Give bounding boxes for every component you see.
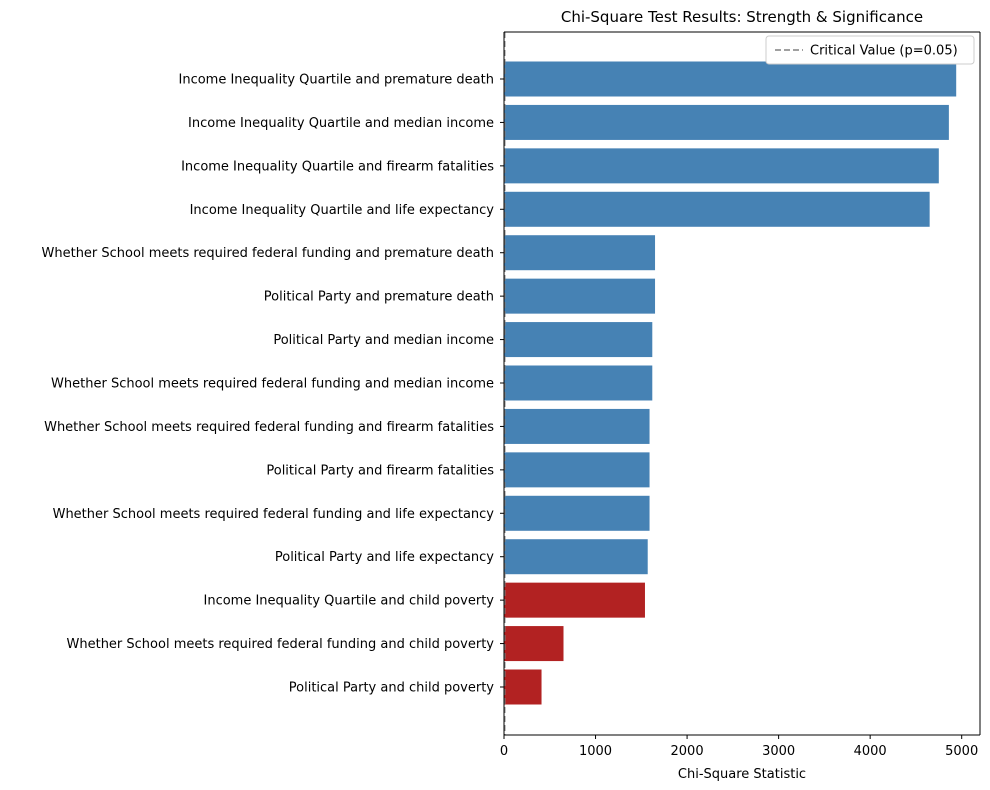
y-tick-label: Whether School meets required federal fu… bbox=[51, 377, 494, 392]
chart-title: Chi-Square Test Results: Strength & Sign… bbox=[561, 8, 923, 26]
bar bbox=[504, 495, 650, 531]
bar bbox=[504, 408, 650, 444]
y-tick-label: Income Inequality Quartile and median in… bbox=[188, 116, 494, 131]
x-tick-label: 1000 bbox=[579, 744, 612, 759]
axes-group bbox=[503, 31, 981, 736]
y-tick-label: Political Party and firearm fatalities bbox=[266, 463, 494, 478]
bar bbox=[504, 452, 650, 488]
legend-label-critical-value: Critical Value (p=0.05) bbox=[810, 44, 958, 59]
bar bbox=[504, 278, 656, 314]
bars-group bbox=[504, 61, 957, 705]
y-tick-label: Income Inequality Quartile and premature… bbox=[179, 73, 495, 88]
bar bbox=[504, 322, 653, 358]
y-tick-label: Political Party and child poverty bbox=[289, 681, 495, 696]
bar bbox=[504, 365, 653, 401]
x-axis-label: Chi-Square Statistic bbox=[678, 767, 806, 782]
bar bbox=[504, 626, 564, 662]
x-tick-label: 0 bbox=[500, 744, 508, 759]
y-tick-label: Political Party and median income bbox=[273, 333, 494, 348]
bar bbox=[504, 148, 939, 184]
x-ticks-group: 0 1000 2000 3000 4000 5000 bbox=[500, 735, 978, 759]
category-labels-group: Income Inequality Quartile and premature… bbox=[42, 73, 504, 696]
y-tick-label: Whether School meets required federal fu… bbox=[67, 637, 495, 652]
legend: Critical Value (p=0.05) bbox=[765, 35, 975, 65]
x-tick-label: 5000 bbox=[945, 744, 978, 759]
bar bbox=[504, 235, 656, 271]
y-tick-label: Whether School meets required federal fu… bbox=[53, 507, 495, 522]
bar bbox=[504, 191, 930, 227]
y-tick-label: Political Party and life expectancy bbox=[275, 550, 494, 565]
x-tick-label: 4000 bbox=[854, 744, 887, 759]
y-tick-label: Income Inequality Quartile and firearm f… bbox=[181, 159, 494, 174]
bar bbox=[504, 104, 949, 140]
x-tick-label: 2000 bbox=[671, 744, 704, 759]
y-tick-label: Income Inequality Quartile and life expe… bbox=[190, 203, 495, 218]
bar bbox=[504, 582, 645, 618]
y-tick-label: Income Inequality Quartile and child pov… bbox=[204, 594, 495, 609]
bar bbox=[504, 539, 648, 575]
y-tick-label: Whether School meets required federal fu… bbox=[42, 246, 495, 261]
bar bbox=[504, 61, 957, 97]
y-tick-label: Political Party and premature death bbox=[264, 290, 494, 305]
legend-box bbox=[765, 35, 975, 65]
bar bbox=[504, 669, 542, 705]
x-tick-label: 3000 bbox=[762, 744, 795, 759]
y-tick-label: Whether School meets required federal fu… bbox=[44, 420, 494, 435]
